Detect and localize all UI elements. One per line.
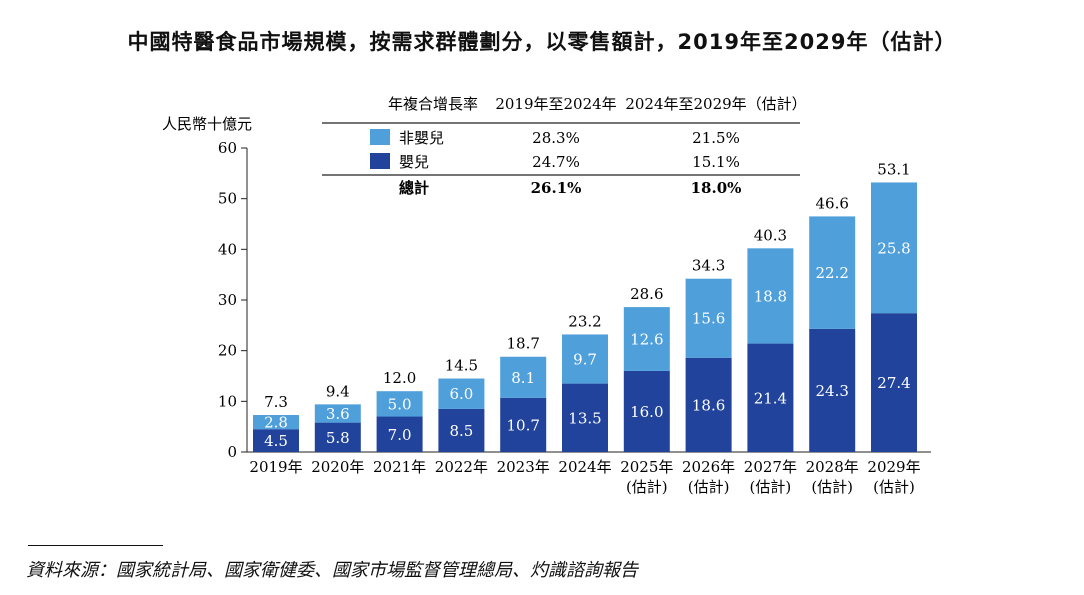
bar-value-label-infant: 8.5 [449,422,473,440]
bar-total-label: 23.2 [568,312,601,330]
x-tick-sublabel: (估計) [873,478,915,496]
bar-value-label-infant: 5.8 [326,429,350,447]
source-note: 資料來源：國家統計局、國家衛健委、國家市場監督管理總局、灼識諮詢報告 [26,560,638,581]
bar-segment-infant [314,422,361,452]
bar-segment-infant [438,408,485,452]
bar-value-label-infant: 21.4 [754,389,787,407]
table-cagr-value: 28.3% [532,129,580,147]
legend-swatch-non-infant [370,129,390,145]
bar-segment-non-infant [871,182,917,314]
table-header-label: 年複合增長率 [388,95,478,113]
bar-segment-non-infant [376,391,423,417]
bar-value-label-non-infant: 22.2 [815,264,848,282]
bar-value-label-infant: 13.5 [568,409,601,427]
y-tick-label: 20 [218,342,237,360]
x-tick-label: 2022年 [435,458,488,476]
x-tick-label: 2019年 [249,458,302,476]
bar-segment-infant [809,328,856,452]
bar-value-label-infant: 24.3 [815,382,848,400]
legend-swatch-infant [370,153,390,169]
x-tick-sublabel: (估計) [626,478,668,496]
bar-total-label: 18.7 [506,335,539,353]
x-tick-label: 2027年 [744,458,797,476]
bar-total-label: 46.6 [815,194,848,212]
bar-total-label: 28.6 [630,285,663,303]
x-tick-label: 2025年 [620,458,673,476]
y-axis-label: 人民幣十億元 [162,115,252,133]
bar-segment-infant [500,397,547,452]
legend-label: 嬰兒 [399,153,429,171]
bar-segment-infant [253,429,299,452]
x-tick-label: 2026年 [682,458,735,476]
bar-segment-infant [376,416,423,452]
bar-segment-infant [562,383,608,452]
y-tick-label: 40 [218,240,237,258]
y-tick-label: 30 [218,291,237,309]
bar-total-label: 40.3 [754,226,787,244]
bar-segment-non-infant [314,404,361,423]
bar-value-label-infant: 16.0 [630,403,663,421]
table-col1-header: 2019年至2024年 [495,95,616,113]
bar-segment-non-infant [438,378,485,409]
bar-segment-non-infant [809,216,856,329]
bar-value-label-non-infant: 8.1 [511,369,535,387]
bar-value-label-non-infant: 18.8 [754,287,787,305]
bar-value-label-infant: 7.0 [388,426,412,444]
x-tick-sublabel: (估計) [811,478,853,496]
bar-value-label-non-infant: 15.6 [692,310,725,328]
bar-segment-infant [623,370,670,452]
bar-value-label-non-infant: 9.7 [573,351,597,369]
x-tick-label: 2028年 [806,458,859,476]
bar-segment-non-infant [685,278,732,358]
source-divider [28,545,163,546]
bar-total-label: 14.5 [445,357,478,375]
x-tick-label: 2020年 [311,458,364,476]
bar-segment-non-infant [562,334,608,384]
bar-total-label: 34.3 [692,257,725,275]
x-tick-label: 2023年 [497,458,550,476]
y-tick-label: 0 [227,443,237,461]
bar-segment-non-infant [500,356,547,398]
legend-label: 非嬰兒 [399,129,444,147]
bar-total-label: 7.3 [264,393,288,411]
table-cagr-value: 21.5% [692,129,740,147]
table-col2-header: 2024年至2029年（估計） [625,95,806,113]
table-cagr-value: 24.7% [532,153,580,171]
x-tick-sublabel: (估計) [750,478,792,496]
bar-value-label-non-infant: 25.8 [877,239,910,257]
x-tick-sublabel: (估計) [688,478,730,496]
bar-segment-non-infant [623,307,670,371]
bar-value-label-non-infant: 3.6 [326,405,350,423]
bar-value-label-infant: 10.7 [506,416,539,434]
x-tick-label: 2024年 [558,458,611,476]
bar-value-label-non-infant: 5.0 [388,395,412,413]
x-tick-label: 2029年 [867,458,920,476]
y-tick-label: 60 [218,139,237,157]
table-total-value: 26.1% [531,179,582,197]
bar-segment-non-infant [747,248,794,344]
bar-total-label: 53.1 [877,160,910,178]
bar-segment-non-infant [253,415,299,430]
bar-total-label: 9.4 [326,382,350,400]
y-tick-label: 50 [218,190,237,208]
table-total-label: 總計 [399,179,429,197]
bar-value-label-infant: 18.6 [692,396,725,414]
bar-segment-infant [747,343,794,452]
bar-value-label-non-infant: 12.6 [630,331,663,349]
bar-value-label-non-infant: 6.0 [449,385,473,403]
bar-value-label-infant: 4.5 [264,432,288,450]
y-tick-label: 10 [218,392,237,410]
bar-value-label-non-infant: 2.8 [264,414,288,432]
bar-total-label: 12.0 [383,369,416,387]
x-tick-label: 2021年 [373,458,426,476]
bar-value-label-infant: 27.4 [877,374,910,392]
chart-title: 中國特醫食品市場規模，按需求群體劃分，以零售額計，2019年至2029年（估計） [127,30,957,54]
table-total-value: 18.0% [691,179,742,197]
table-cagr-value: 15.1% [692,153,740,171]
bar-segment-infant [871,313,917,452]
bar-segment-infant [685,357,732,452]
